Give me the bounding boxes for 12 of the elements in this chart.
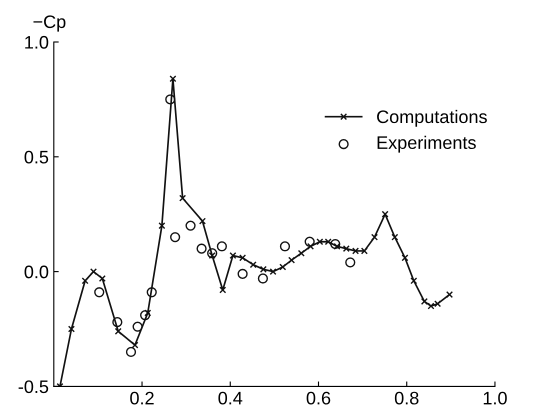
y-tick-label: 1.0 [25, 36, 48, 49]
y-tick-label: -0.5 [18, 380, 48, 394]
y-tick-label: 0.5 [24, 150, 48, 164]
y-tick-label: 0.0 [24, 266, 48, 278]
legend-label: Experiments [378, 136, 476, 153]
x-tick-label: 1.0 [484, 392, 507, 405]
x-tick-label: 0.4 [218, 392, 242, 405]
x-tick-label: 0.8 [394, 392, 418, 405]
y-axis-title: −Cp [33, 15, 66, 32]
x-tick-label: 0.6 [306, 392, 330, 405]
x-tick-label: 0.2 [130, 392, 154, 405]
legend-label: Computations [377, 110, 487, 127]
